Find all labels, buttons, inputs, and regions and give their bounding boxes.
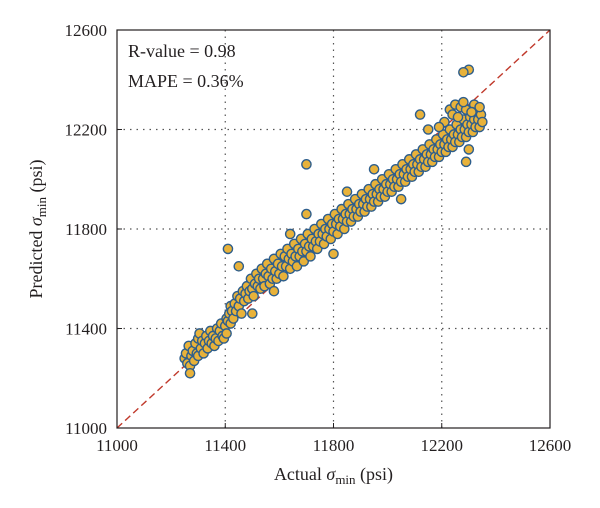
- y-axis-label-suffix: (psi): [26, 159, 47, 197]
- data-points: [179, 64, 488, 379]
- x-tick-label: 11400: [204, 436, 246, 455]
- y-tick-labels: 11000 11400 11800 12200 12600: [65, 21, 122, 438]
- x-tick-label: 12600: [529, 436, 572, 455]
- data-point: [466, 106, 477, 118]
- x-tick-labels: 11000 11400 11800 12200 12600: [96, 423, 571, 455]
- annotation-r-value: R-value = 0.98: [128, 41, 236, 61]
- data-point: [474, 101, 485, 113]
- data-point: [422, 124, 434, 135]
- data-point: [458, 96, 469, 108]
- y-axis-label-sub: min: [34, 196, 49, 217]
- data-point: [460, 156, 472, 168]
- data-point: [452, 111, 464, 123]
- grid: [117, 30, 550, 428]
- data-point: [248, 290, 259, 302]
- data-point: [328, 248, 339, 260]
- y-tick-label: 12200: [65, 121, 108, 140]
- data-point: [305, 251, 316, 262]
- data-point: [278, 270, 289, 282]
- data-point: [268, 285, 280, 297]
- annotation-mape: MAPE = 0.36%: [128, 71, 244, 91]
- x-axis-label-sub: min: [335, 472, 356, 487]
- x-axis-label: Actual σmin (psi): [274, 464, 393, 487]
- x-axis-label-suffix: (psi): [356, 464, 394, 485]
- data-point: [247, 308, 258, 319]
- y-tick-label: 11400: [65, 320, 107, 339]
- data-point: [233, 261, 245, 272]
- data-point: [395, 193, 407, 205]
- data-point: [221, 328, 232, 339]
- x-tick-label: 11800: [313, 436, 355, 455]
- data-point: [458, 66, 469, 78]
- x-tick-label: 12200: [421, 436, 464, 455]
- y-axis-label: Predicted σmin (psi): [26, 159, 49, 298]
- data-point: [301, 208, 312, 220]
- data-point: [433, 121, 445, 133]
- x-tick-label: 11000: [96, 436, 138, 455]
- data-point: [368, 163, 380, 175]
- data-point: [236, 308, 247, 319]
- reference-line-identity: [116, 29, 551, 429]
- y-tick-label: 11800: [65, 220, 107, 239]
- data-point: [463, 144, 475, 155]
- data-point: [222, 243, 234, 255]
- data-point: [414, 109, 426, 120]
- data-point: [477, 116, 488, 128]
- y-tick-label: 12600: [65, 21, 108, 40]
- y-tick-label: 11000: [65, 419, 107, 438]
- y-axis-label-prefix: Predicted: [26, 226, 46, 298]
- y-axis-label-symbol: σ: [26, 216, 46, 226]
- data-point: [341, 186, 353, 197]
- x-axis-label-prefix: Actual: [274, 464, 326, 484]
- data-point: [284, 228, 296, 240]
- x-axis-label-symbol: σ: [326, 464, 336, 484]
- data-point: [184, 367, 196, 379]
- data-point: [301, 159, 312, 170]
